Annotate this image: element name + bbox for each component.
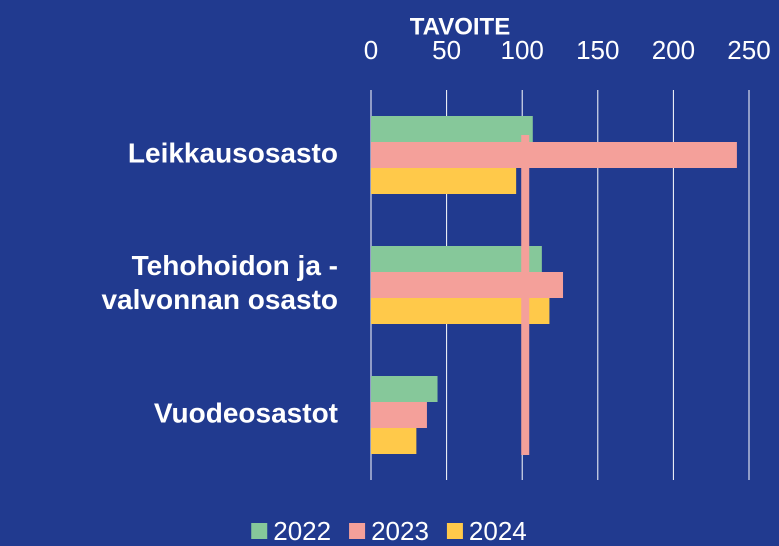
target-label: TAVOITE xyxy=(410,13,510,40)
bar xyxy=(371,376,438,402)
bar xyxy=(371,402,427,428)
bar xyxy=(371,272,564,298)
x-tick-label: 250 xyxy=(727,35,770,65)
category-label: Vuodeosastot xyxy=(154,397,338,428)
legend-swatch xyxy=(446,523,463,539)
x-tick-label: 100 xyxy=(501,35,544,65)
target-line xyxy=(521,135,530,455)
bar xyxy=(371,116,533,142)
x-tick-label: 50 xyxy=(432,35,461,65)
legend-label: 2023 xyxy=(371,516,429,546)
legend-swatch xyxy=(251,523,268,539)
bar xyxy=(371,298,550,324)
x-tick-label: 200 xyxy=(652,35,695,65)
bar xyxy=(371,168,517,194)
x-tick-label: 150 xyxy=(576,35,619,65)
bar xyxy=(371,246,542,272)
legend-swatch xyxy=(349,523,366,539)
legend: 2022 2023 2024 xyxy=(251,516,527,546)
legend-label: 2022 xyxy=(273,516,331,546)
category-label: Leikkausosasto xyxy=(128,137,338,168)
bar xyxy=(371,428,417,454)
x-tick-label: 0 xyxy=(364,35,378,65)
bar xyxy=(371,142,737,168)
category-label: Tehohoidon ja - valvonnan osasto xyxy=(94,250,338,315)
legend-label: 2024 xyxy=(469,516,527,546)
